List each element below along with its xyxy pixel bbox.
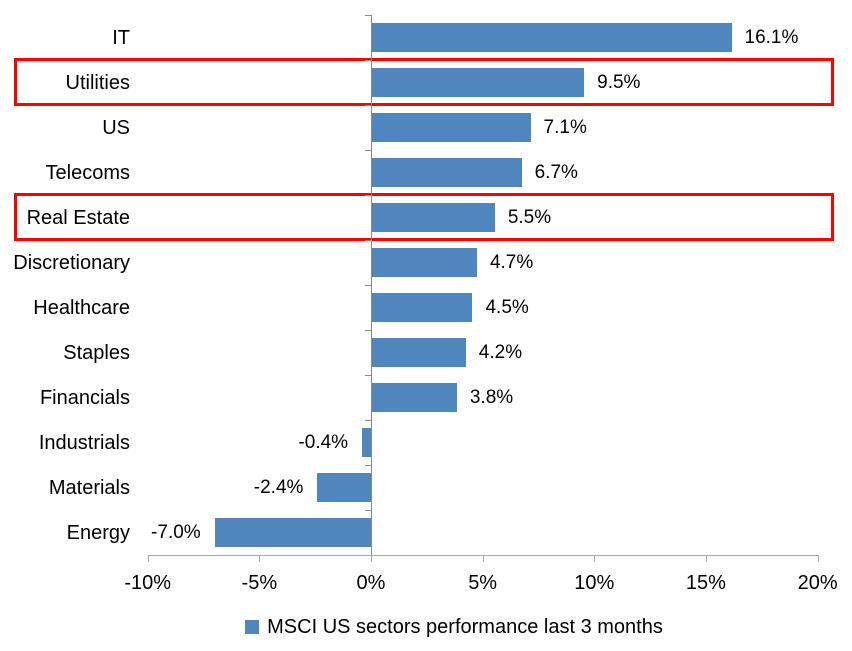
category-boundary-tick xyxy=(365,105,371,106)
bar xyxy=(372,203,495,232)
category-label: US xyxy=(102,116,130,139)
category-boundary-tick xyxy=(365,285,371,286)
bar xyxy=(372,23,732,52)
x-tick-label: 0% xyxy=(356,572,386,594)
category-boundary-tick xyxy=(365,330,371,331)
bar xyxy=(372,248,477,277)
value-label: 7.1% xyxy=(543,116,587,138)
legend-label: MSCI US sectors performance last 3 month… xyxy=(267,616,663,638)
x-tick-label: 5% xyxy=(468,572,498,594)
bar xyxy=(372,68,585,97)
highlight-box xyxy=(14,192,834,241)
bar xyxy=(372,113,531,142)
category-boundary-tick xyxy=(365,60,371,61)
zero-axis-line xyxy=(371,15,372,555)
value-label: 4.7% xyxy=(489,251,534,273)
category-label: Healthcare xyxy=(33,296,130,319)
x-axis-tick xyxy=(147,555,149,562)
highlight-box xyxy=(14,57,834,106)
value-label: -2.4% xyxy=(253,476,304,498)
value-label: 6.7% xyxy=(534,161,578,183)
category-boundary-tick xyxy=(365,150,371,151)
category-boundary-tick xyxy=(365,420,371,421)
category-label: Financials xyxy=(39,386,130,409)
bar xyxy=(372,158,522,187)
category-label: Energy xyxy=(66,521,130,544)
category-boundary-tick xyxy=(365,465,371,466)
x-tick-label: 20% xyxy=(797,572,838,594)
legend-item: MSCI US sectors performance last 3 month… xyxy=(245,614,663,640)
x-axis-tick xyxy=(594,555,596,562)
category-label: Materials xyxy=(48,476,130,499)
category-boundary-tick xyxy=(365,510,371,511)
x-tick-label: 10% xyxy=(574,572,615,594)
value-label: 4.5% xyxy=(485,296,529,318)
x-axis-tick xyxy=(482,555,484,562)
bar xyxy=(317,473,371,502)
bar xyxy=(372,338,466,367)
value-label: -0.4% xyxy=(298,431,349,453)
x-tick-label: -10% xyxy=(124,572,172,594)
value-label: 16.1% xyxy=(744,26,799,48)
category-label: Staples xyxy=(63,341,130,364)
legend: MSCI US sectors performance last 3 month… xyxy=(0,612,852,642)
category-boundary-tick xyxy=(365,375,371,376)
category-label: Real Estate xyxy=(26,206,130,229)
bar xyxy=(214,518,371,547)
value-label: -7.0% xyxy=(151,521,201,543)
x-axis-line xyxy=(147,555,818,556)
value-label: 5.5% xyxy=(507,206,552,228)
category-label: Discretionary xyxy=(13,251,130,274)
category-boundary-tick xyxy=(365,15,371,16)
category-label: IT xyxy=(112,26,130,49)
value-label: 4.2% xyxy=(478,341,523,363)
value-label: 9.5% xyxy=(597,71,641,93)
x-axis-tick xyxy=(259,555,261,562)
category-label: Utilities xyxy=(65,71,130,94)
bar xyxy=(362,428,371,457)
x-axis-tick xyxy=(705,555,707,562)
x-tick-label: 15% xyxy=(685,572,726,594)
value-label: 3.8% xyxy=(469,386,514,408)
bar xyxy=(372,293,473,322)
category-boundary-tick xyxy=(365,240,371,241)
x-tick-label: -5% xyxy=(241,572,278,594)
x-axis-tick xyxy=(817,555,819,562)
legend-swatch xyxy=(245,620,260,634)
bar xyxy=(372,383,457,412)
x-axis-tick xyxy=(371,555,372,562)
category-boundary-tick xyxy=(365,195,371,196)
category-label: Telecoms xyxy=(45,161,130,184)
category-label: Industrials xyxy=(38,431,130,454)
